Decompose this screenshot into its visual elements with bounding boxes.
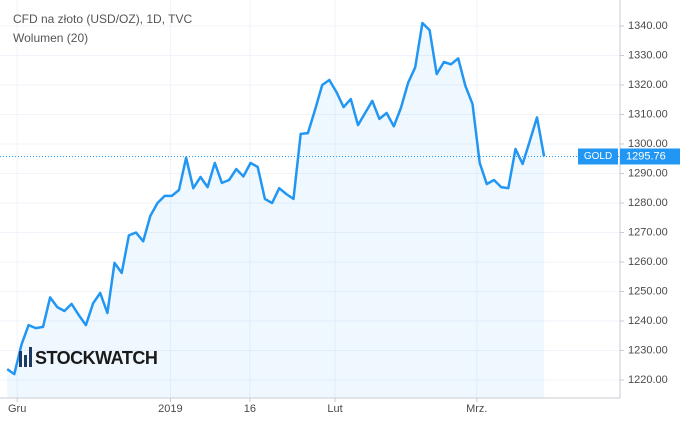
line xyxy=(6,21,546,376)
y-tick-label: 1300.00 xyxy=(628,138,668,150)
x-tick-label: 2019 xyxy=(158,403,182,415)
logo-bar xyxy=(19,351,22,367)
y-tick-label: 1270.00 xyxy=(628,226,668,238)
series-label-box xyxy=(578,148,618,165)
watermark-text: STOCKWATCH xyxy=(35,348,157,368)
y-tick-label: 1340.00 xyxy=(628,20,668,32)
y-tick-label: 1240.00 xyxy=(628,315,668,327)
y-tick-label: 1310.00 xyxy=(628,108,668,120)
y-tick-label: 1330.00 xyxy=(628,49,668,61)
logo-bar xyxy=(24,355,27,367)
chart-title: CFD na złoto (USD/OZ), 1D, TVC xyxy=(13,12,192,26)
series-label: GOLD xyxy=(584,151,612,162)
y-tick-label: 1260.00 xyxy=(628,256,668,268)
y-tick-label: 1220.00 xyxy=(628,374,668,386)
plot xyxy=(0,21,620,398)
area xyxy=(7,23,545,398)
x-tick-label: 16 xyxy=(244,403,256,415)
x-tick-label: Lut xyxy=(327,403,342,415)
x-tick-label: Mrz. xyxy=(466,403,487,415)
x-tick-label: Gru xyxy=(8,403,26,415)
y-tick-label: 1290.00 xyxy=(628,167,668,179)
y-tick-label: 1250.00 xyxy=(628,285,668,297)
y-tick-label: 1230.00 xyxy=(628,344,668,356)
y-tick-label: 1280.00 xyxy=(628,197,668,209)
subtitle: Wolumen (20) xyxy=(13,31,88,45)
price-label-box xyxy=(620,148,680,165)
price-label: 1295.76 xyxy=(626,150,666,162)
watermark: STOCKWATCH xyxy=(19,347,158,368)
logo-bar xyxy=(29,347,32,367)
grid xyxy=(0,0,620,398)
y-tick-label: 1320.00 xyxy=(628,79,668,91)
